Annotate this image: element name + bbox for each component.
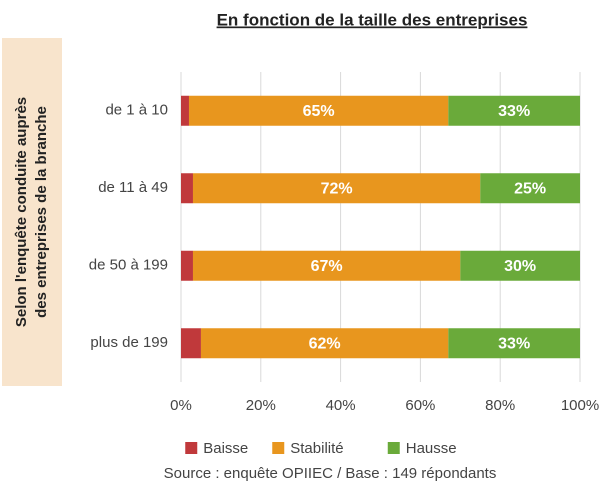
legend-swatch xyxy=(272,442,285,454)
bar-segment xyxy=(200,328,449,359)
bar-segment xyxy=(181,173,193,204)
bar-segment xyxy=(448,328,580,359)
value-label: 25% xyxy=(514,180,546,197)
bar-segment xyxy=(181,95,189,126)
bar-segment xyxy=(181,328,201,359)
source: Source : enquête OPIIEC / Base : 149 rép… xyxy=(164,465,497,482)
bar-segment xyxy=(480,173,580,204)
bar-segment xyxy=(192,250,461,281)
x-tick-label: 20% xyxy=(246,397,276,414)
y-tick-label: plus de 199 xyxy=(90,334,168,351)
value-label: 72% xyxy=(321,180,353,197)
y-label-box xyxy=(2,38,62,386)
chart-title: En fonction de la taille des entreprises xyxy=(217,10,528,29)
y-tick-label: de 11 à 49 xyxy=(98,179,168,196)
x-tick-label: 60% xyxy=(405,397,435,414)
bar-segment xyxy=(192,173,481,204)
bar-segment xyxy=(460,250,580,281)
y-label-line: des entreprises de la branche xyxy=(33,106,50,318)
legend-label: Hausse xyxy=(406,440,457,457)
bar-segment xyxy=(188,95,449,126)
legend-swatch xyxy=(387,442,400,454)
x-tick-label: 80% xyxy=(485,397,515,414)
y-tick-label: de 50 à 199 xyxy=(89,257,168,274)
y-tick-label: de 1 à 10 xyxy=(105,102,168,119)
bar-segment xyxy=(181,250,193,281)
x-tick-label: 40% xyxy=(326,397,356,414)
legend-swatch xyxy=(185,442,198,454)
value-label: 67% xyxy=(311,258,343,275)
value-label: 33% xyxy=(498,335,530,352)
legend-label: Stabilité xyxy=(290,440,343,457)
value-label: 33% xyxy=(498,103,530,120)
y-label-line: Selon l'enquête conduite auprès xyxy=(13,97,30,327)
bar-segment xyxy=(448,95,580,126)
value-label: 65% xyxy=(303,103,335,120)
x-tick-label: 0% xyxy=(170,397,192,414)
value-label: 30% xyxy=(504,258,536,275)
x-tick-label: 100% xyxy=(561,397,599,414)
legend-label: Baisse xyxy=(203,440,248,457)
value-label: 62% xyxy=(309,335,341,352)
y-label: Selon l'enquête conduite auprès des entr… xyxy=(13,97,50,327)
